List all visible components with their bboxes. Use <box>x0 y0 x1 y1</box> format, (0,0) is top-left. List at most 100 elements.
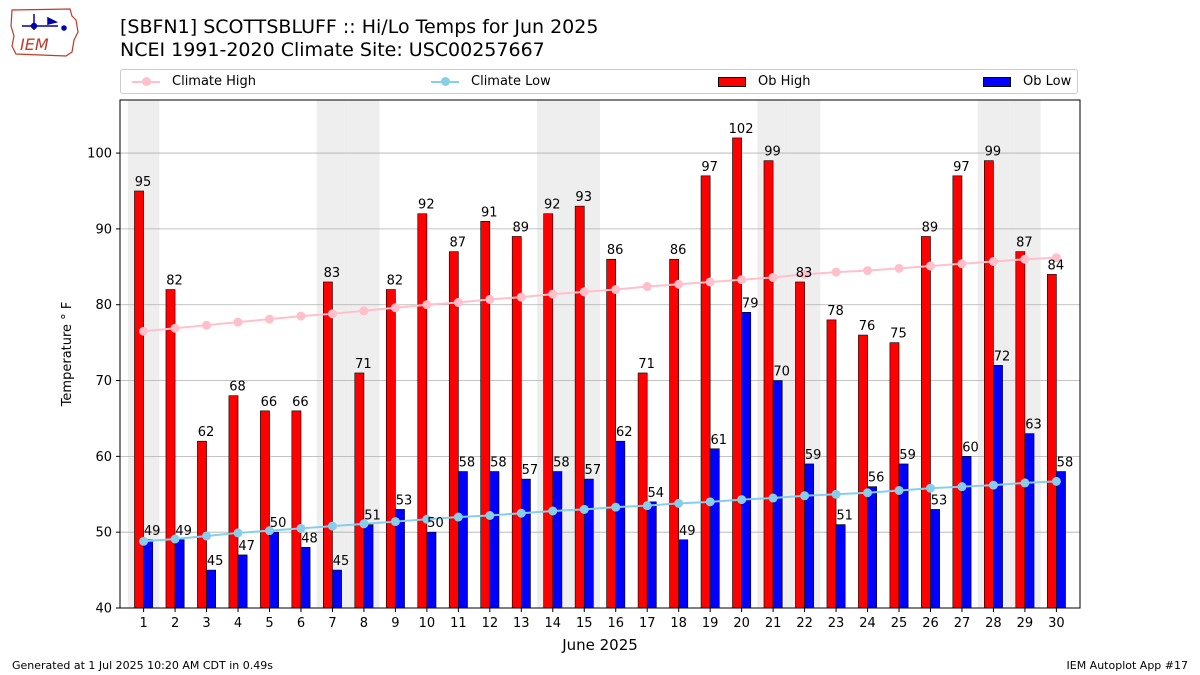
climate-high-point <box>831 267 841 277</box>
climate-low-point <box>296 523 306 533</box>
ob-low-value-label: 56 <box>868 471 885 486</box>
ob-low-value-label: 48 <box>301 531 318 546</box>
ob-low-value-label: 70 <box>773 365 790 380</box>
ob-low-value-label: 45 <box>333 554 350 569</box>
title-line-1: [SBFN1] SCOTTSBLUFF :: Hi/Lo Temps for J… <box>120 16 599 38</box>
climate-low-point <box>327 521 337 531</box>
ob-high-value-label: 92 <box>544 198 561 213</box>
ob-low-value-label: 72 <box>994 349 1011 364</box>
x-tick-label: 24 <box>859 616 876 631</box>
ob-low-value-label: 49 <box>144 524 161 539</box>
svg-text:IEM: IEM <box>20 35 49 54</box>
x-tick-label: 2 <box>171 616 179 631</box>
ob-low-bar <box>300 547 311 609</box>
ob-high-value-label: 99 <box>764 145 781 160</box>
climate-high-point <box>737 275 747 285</box>
legend-climate-high-swatch <box>132 76 160 86</box>
climate-low-point <box>202 531 212 541</box>
legend-ob-high-swatch <box>718 76 746 87</box>
ob-low-value-label: 49 <box>679 524 696 539</box>
climate-high-point <box>296 311 306 321</box>
title-line-2: NCEI 1991-2020 Climate Site: USC00257667 <box>120 39 545 61</box>
ob-high-value-label: 83 <box>324 266 341 281</box>
climate-low-point <box>800 491 810 501</box>
x-tick-label: 17 <box>639 616 656 631</box>
climate-high-point <box>359 306 369 316</box>
x-tick-label: 8 <box>360 616 368 631</box>
ob-low-value-label: 51 <box>836 509 853 524</box>
climate-high-point <box>422 300 432 310</box>
ob-low-bar <box>206 569 216 609</box>
x-tick-label: 1 <box>139 616 147 631</box>
x-tick-label: 9 <box>391 616 399 631</box>
climate-high-point <box>1051 253 1061 263</box>
legend-climate-low-label: Climate Low <box>471 74 551 89</box>
climate-high-point <box>642 282 652 292</box>
ob-low-value-label: 47 <box>238 539 255 554</box>
legend-ob-high: Ob High <box>718 74 811 89</box>
climate-low-point <box>957 482 967 492</box>
climate-high-point <box>768 272 778 282</box>
ob-high-value-label: 97 <box>701 160 718 175</box>
ob-low-bar <box>898 463 909 609</box>
climate-low-point <box>894 485 904 495</box>
x-tick-label: 28 <box>985 616 1002 631</box>
y-tick-label: 60 <box>95 450 112 465</box>
ob-high-value-label: 66 <box>261 395 278 410</box>
ob-low-value-label: 58 <box>459 456 476 471</box>
ob-low-value-label: 63 <box>1025 418 1042 433</box>
y-axis-label: Temperature ° F <box>60 302 75 408</box>
climate-high-point <box>863 266 873 276</box>
ob-low-value-label: 58 <box>553 456 570 471</box>
x-tick-label: 6 <box>297 616 305 631</box>
climate-low-point <box>516 508 526 518</box>
ob-high-value-label: 82 <box>166 274 183 289</box>
ob-low-bar <box>709 448 720 609</box>
ob-high-bar <box>354 372 365 609</box>
climate-high-point <box>1020 254 1030 264</box>
legend-ob-high-label: Ob High <box>758 74 811 89</box>
y-tick-label: 50 <box>95 526 112 541</box>
ob-high-bar <box>385 289 396 609</box>
ob-low-bar <box>489 471 500 609</box>
ob-high-bar <box>291 410 302 609</box>
bars <box>134 137 1066 609</box>
ob-low-bar <box>521 478 531 609</box>
climate-low-point <box>548 506 558 516</box>
ob-high-value-label: 76 <box>859 319 876 334</box>
ob-low-bar <box>583 478 594 609</box>
ob-low-bar <box>237 554 248 609</box>
ob-low-bar <box>143 539 154 609</box>
chart-title: [SBFN1] SCOTTSBLUFF :: Hi/Lo Temps for J… <box>120 16 598 62</box>
climate-high-point <box>485 294 495 304</box>
climate-high-point <box>611 285 621 295</box>
ob-low-value-label: 58 <box>1057 456 1074 471</box>
ob-high-value-label: 68 <box>229 380 246 395</box>
ob-low-bar <box>426 531 437 609</box>
climate-high-point <box>548 289 558 299</box>
ob-low-bar <box>804 463 815 609</box>
ob-high-bar <box>826 319 837 609</box>
ob-high-value-label: 92 <box>418 198 435 213</box>
climate-high-point <box>800 269 810 279</box>
ob-low-value-label: 60 <box>962 440 979 455</box>
ob-high-bar <box>1046 274 1057 609</box>
ob-low-bar <box>930 509 940 609</box>
ob-low-bar <box>269 531 279 609</box>
y-tick-label: 70 <box>95 374 112 389</box>
climate-high-point <box>202 320 212 330</box>
iem-logo: IEM <box>8 6 82 58</box>
climate-low-line <box>143 480 1057 543</box>
x-tick-label: 20 <box>733 616 750 631</box>
ob-high-value-label: 89 <box>512 220 529 235</box>
ob-high-value-label: 66 <box>292 395 309 410</box>
ob-high-bar <box>858 334 868 609</box>
bar-value-labels: 95 82 62 68 66 66 83 71 82 92 87 91 89 92 93 86 71 86 97 10… <box>135 122 1073 569</box>
ob-high-value-label: 86 <box>607 243 624 258</box>
climate-low-point <box>988 480 998 490</box>
ob-low-value-label: 49 <box>175 524 192 539</box>
ob-high-value-label: 91 <box>481 205 498 220</box>
climate-low-point <box>485 510 495 520</box>
